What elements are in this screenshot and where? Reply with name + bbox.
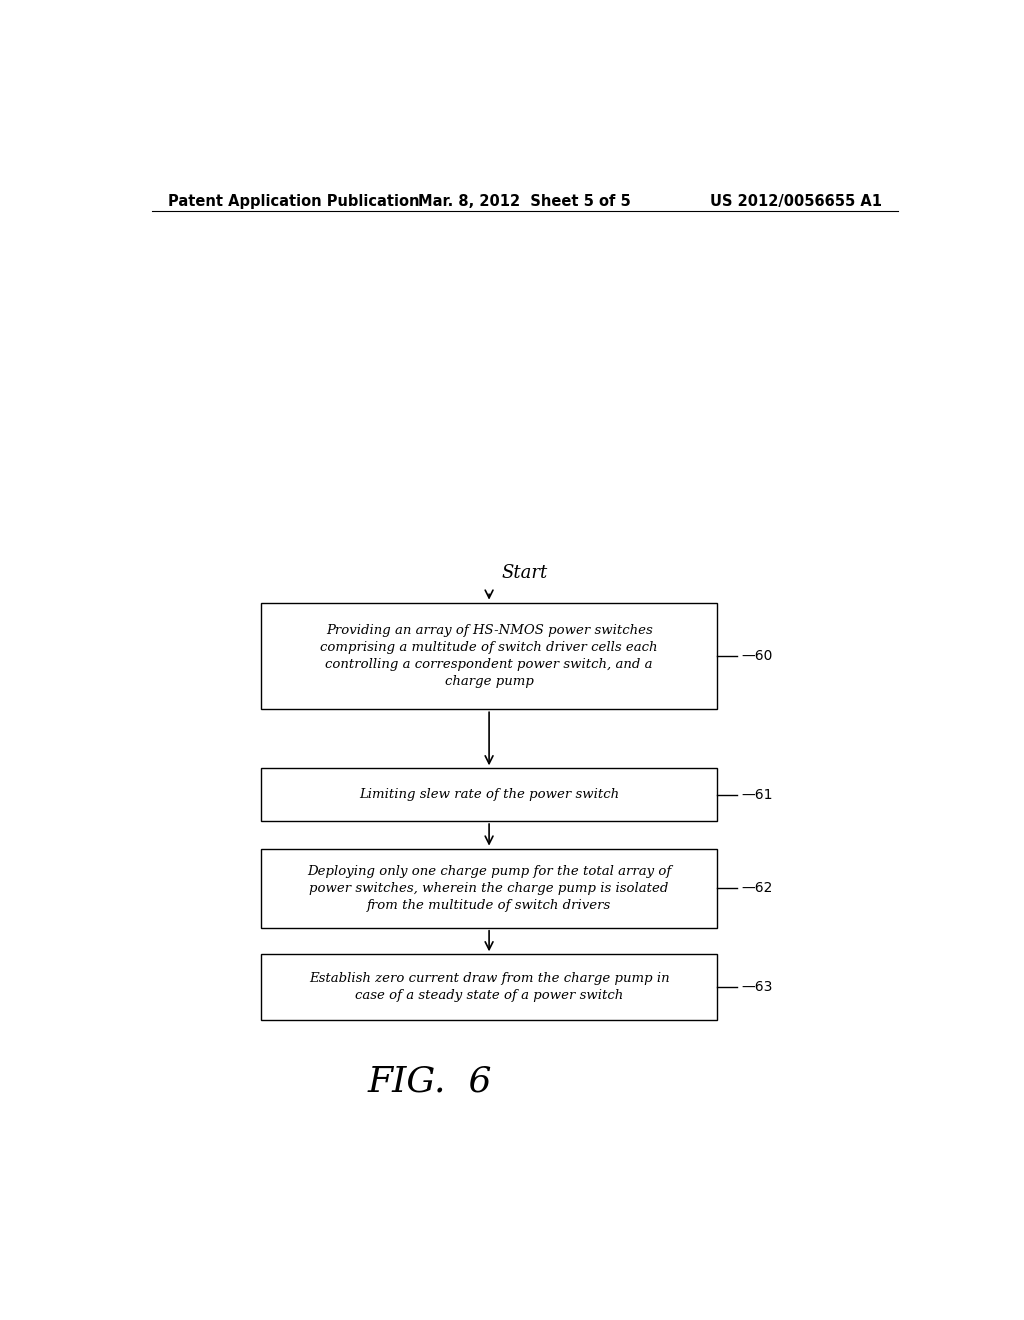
Bar: [261, 602, 717, 709]
Text: —60: —60: [741, 649, 772, 663]
Text: Mar. 8, 2012  Sheet 5 of 5: Mar. 8, 2012 Sheet 5 of 5: [419, 194, 631, 209]
Bar: [261, 849, 717, 928]
Text: —63: —63: [741, 981, 772, 994]
Text: Providing an array of HS-NMOS power switches
comprising a multitude of switch dr: Providing an array of HS-NMOS power swit…: [321, 624, 657, 688]
Text: Establish zero current draw from the charge pump in
case of a steady state of a : Establish zero current draw from the cha…: [309, 973, 670, 1002]
Text: FIG.  6: FIG. 6: [368, 1064, 492, 1098]
Text: Patent Application Publication: Patent Application Publication: [168, 194, 419, 209]
Text: US 2012/0056655 A1: US 2012/0056655 A1: [710, 194, 882, 209]
Text: —62: —62: [741, 882, 772, 895]
Text: Deploying only one charge pump for the total array of
power switches, wherein th: Deploying only one charge pump for the t…: [307, 865, 671, 912]
Text: Limiting slew rate of the power switch: Limiting slew rate of the power switch: [359, 788, 620, 801]
Bar: [261, 768, 717, 821]
Text: —61: —61: [741, 788, 772, 801]
Bar: [261, 954, 717, 1020]
Text: Start: Start: [502, 564, 548, 582]
